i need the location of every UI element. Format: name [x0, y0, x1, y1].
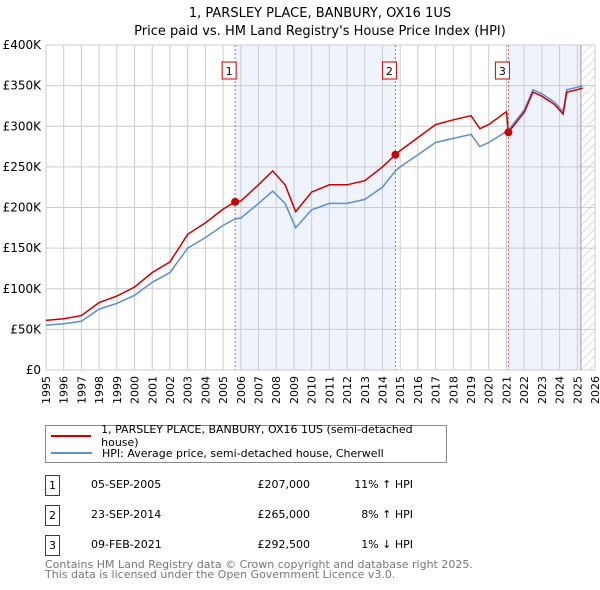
x-tick-label: 2006 — [235, 376, 248, 404]
table-row: 3 09-FEB-2021 £292,500 1% ↓ HPI — [45, 535, 445, 556]
x-tick-label: 2008 — [270, 376, 283, 404]
x-tick-label: 2022 — [518, 376, 531, 404]
x-tick-label: 2012 — [341, 376, 354, 404]
sale-price: £265,000 — [257, 508, 311, 521]
chart-title: 1, PARSLEY PLACE, BANBURY, OX16 1US — [189, 6, 451, 21]
x-tick-label: 2024 — [554, 376, 567, 404]
x-tick-label: 2000 — [129, 376, 142, 404]
sale-label-box — [494, 61, 510, 80]
x-tick-label: 2007 — [253, 376, 266, 404]
legend-item-hpi: HPI: Average price, semi-detached house,… — [46, 445, 384, 461]
footer-copyright: Contains HM Land Registry data © Crown c… — [45, 558, 473, 571]
y-tick-label: £400K — [3, 38, 43, 52]
x-tick-label: 1999 — [111, 376, 124, 404]
sale-label-box — [381, 61, 397, 80]
x-tick-label: 1995 — [40, 376, 53, 404]
x-tick-label: 2014 — [376, 376, 389, 404]
hpi-line — [45, 84, 583, 327]
x-tick-label: 1997 — [75, 376, 88, 404]
sale-point — [231, 197, 240, 206]
legend-item-property: 1, PARSLEY PLACE, BANBURY, OX16 1US (sem… — [46, 423, 446, 449]
sale-point — [391, 150, 400, 159]
x-tick-label: 2013 — [359, 376, 372, 404]
x-tick-label: 2020 — [483, 376, 496, 404]
table-row: 2 23-SEP-2014 £265,000 8% ↑ HPI — [45, 505, 445, 526]
y-tick-label: £150K — [3, 241, 43, 255]
sale-number-badge: 2 — [45, 505, 60, 526]
y-tick-label: £250K — [3, 160, 43, 174]
x-tick-label: 1998 — [93, 376, 106, 404]
x-tick-label: 2018 — [447, 376, 460, 404]
sale-date: 23-SEP-2014 — [91, 508, 162, 521]
sale-date: 09-FEB-2021 — [91, 538, 162, 551]
legend-label: HPI: Average price, semi-detached house,… — [102, 446, 384, 460]
sale-label: 1 — [226, 65, 233, 78]
x-tick-label: 2002 — [164, 376, 177, 404]
table-row: 1 05-SEP-2005 £207,000 11% ↑ HPI — [45, 475, 445, 496]
sale-price: £292,500 — [257, 538, 311, 551]
sale-hpi-diff: 8% ↑ HPI — [361, 508, 413, 521]
y-tick-label: £200K — [3, 201, 43, 215]
x-tick-label: 2015 — [394, 376, 407, 404]
legend-swatch-blue — [51, 452, 92, 454]
sale-price: £207,000 — [257, 478, 311, 491]
footer: Contains HM Land Registry data © Crown c… — [45, 558, 473, 581]
sale-number-badge: 1 — [45, 475, 60, 496]
legend: 1, PARSLEY PLACE, BANBURY, OX16 1US (sem… — [45, 423, 447, 463]
sale-hpi-diff: 1% ↓ HPI — [361, 538, 413, 551]
x-tick-label: 2025 — [571, 376, 584, 404]
chart-subtitle: Price paid vs. HM Land Registry's House … — [134, 24, 506, 39]
legend-swatch-red — [51, 435, 92, 437]
y-tick-label: £100K — [3, 282, 43, 296]
sale-point — [504, 128, 513, 137]
plot-frame — [45, 44, 596, 371]
x-tick-label: 1996 — [58, 376, 71, 404]
sale-date: 05-SEP-2005 — [91, 478, 162, 491]
x-tick-label: 2019 — [465, 376, 478, 404]
x-tick-label: 2017 — [430, 376, 443, 404]
x-tick-label: 2004 — [199, 376, 212, 404]
sale-label-box — [221, 61, 237, 80]
sale-number-badge: 3 — [45, 535, 60, 556]
x-tick-label: 2003 — [182, 376, 195, 404]
x-tick-label: 2026 — [589, 376, 600, 404]
y-tick-label: £50K — [10, 322, 42, 336]
sale-label: 2 — [386, 65, 393, 78]
sale-label: 3 — [499, 65, 506, 78]
x-tick-label: 2011 — [323, 376, 336, 404]
x-tick-label: 2021 — [500, 376, 513, 404]
sale-hpi-diff: 11% ↑ HPI — [354, 478, 413, 491]
x-tick-label: 2009 — [288, 376, 301, 404]
y-tick-label: £350K — [3, 79, 43, 93]
x-tick-label: 2023 — [536, 376, 549, 404]
x-tick-label: 2010 — [306, 376, 319, 404]
x-tick-label: 2016 — [412, 376, 425, 404]
footer-licence: This data is licensed under the Open Gov… — [45, 568, 396, 581]
x-tick-label: 2005 — [217, 376, 230, 404]
price-paid-line — [45, 87, 583, 322]
y-tick-label: £0 — [26, 363, 41, 377]
price-chart: 1, PARSLEY PLACE, BANBURY, OX16 1US Pric… — [3, 6, 600, 404]
legend-label: 1, PARSLEY PLACE, BANBURY, OX16 1US (sem… — [101, 423, 413, 449]
y-tick-label: £300K — [3, 119, 43, 133]
x-tick-label: 2001 — [146, 376, 159, 404]
